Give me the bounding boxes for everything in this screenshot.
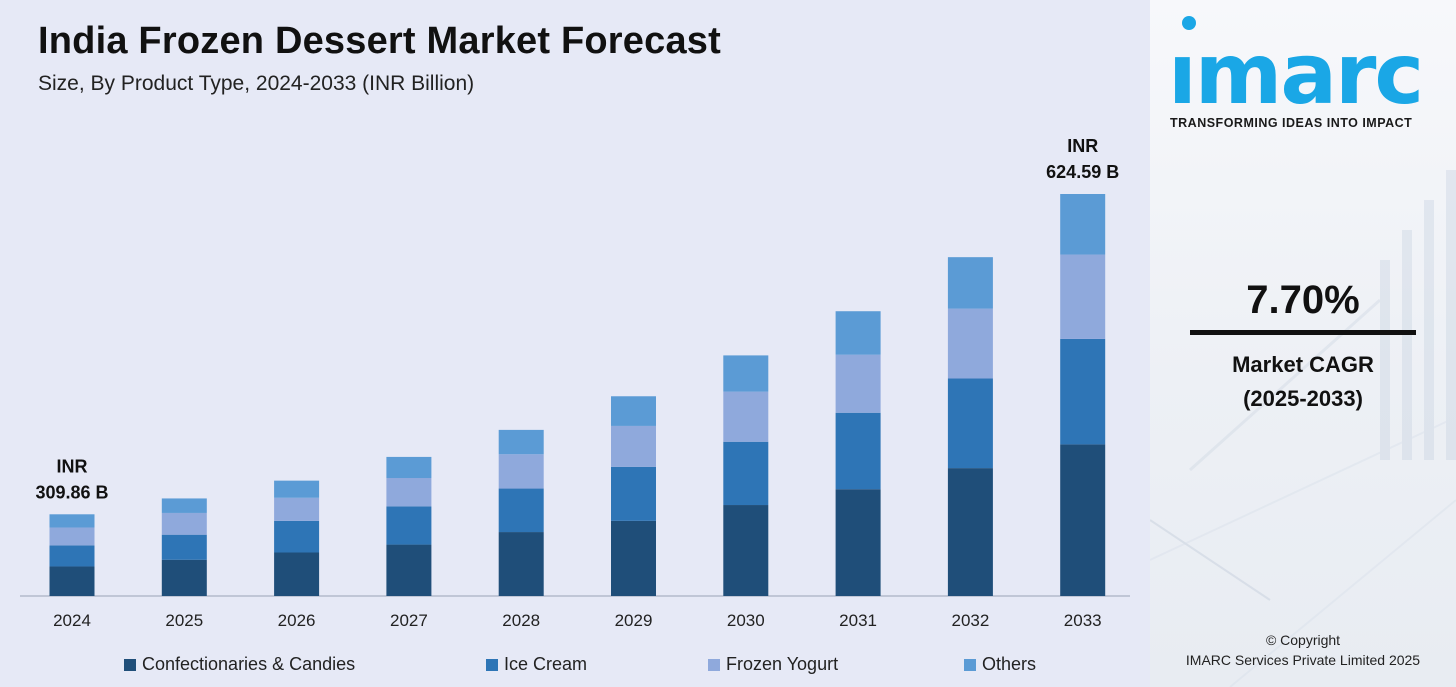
bar-segment-2026-2: [274, 497, 320, 521]
background-decoration: [1150, 170, 1456, 687]
x-tick-label: 2032: [951, 611, 989, 630]
total-annotation-line1: INR: [57, 456, 88, 476]
bar-segment-2024-3: [49, 514, 95, 528]
bar-segment-2032-1: [947, 378, 993, 469]
legend-swatch: [486, 658, 498, 671]
bar-segment-2024-1: [49, 545, 95, 567]
side-panel: ımarc TRANSFORMING IDEAS INTO IMPACT 7.7…: [1150, 0, 1456, 687]
total-annotation-line1: INR: [1067, 136, 1098, 156]
x-tick-label: 2028: [502, 611, 540, 630]
legend-item-frozen-yogurt: Frozen Yogurt: [708, 654, 838, 675]
chart-subtitle: Size, By Product Type, 2024-2033 (INR Bi…: [38, 72, 475, 95]
legend-swatch: [964, 658, 976, 671]
bar-segment-2031-3: [835, 311, 881, 355]
x-tick-label: 2029: [615, 611, 653, 630]
x-tick-label: 2031: [839, 611, 877, 630]
legend-label: Confectionaries & Candies: [142, 654, 356, 674]
bar-segment-2024-0: [49, 566, 95, 596]
bar-segment-2028-2: [498, 454, 544, 489]
stacked-bar-chart: 2024 2025 2026 2027 2028 2029 2030 2031 2032 2033…: [20, 136, 1130, 630]
bar-segment-2024-2: [49, 527, 95, 546]
bar-segment-2027-1: [386, 506, 432, 545]
legend-label: Ice Cream: [504, 654, 588, 674]
legend-item-confectionaries: Confectionaries & Candies: [124, 654, 355, 675]
bar-segment-2030-0: [723, 505, 769, 596]
cagr-label: Market CAGR: [1232, 352, 1374, 377]
legend-swatch: [708, 658, 720, 671]
logo-tagline: TRANSFORMING IDEAS INTO IMPACT: [1170, 116, 1413, 130]
x-tick-label: 2025: [165, 611, 203, 630]
total-annotation-line2: 624.59 B: [1046, 162, 1119, 182]
legend-label: Frozen Yogurt: [726, 654, 839, 674]
bar-segment-2029-3: [611, 396, 656, 426]
bar-segment-2033-2: [1060, 254, 1106, 339]
bar-segment-2025-3: [161, 498, 207, 513]
bar-segment-2031-2: [835, 354, 881, 413]
chart-panel: 2024 2025 2026 2027 2028 2029 2030 2031 2032 2033…: [0, 0, 1150, 687]
bar-segment-2025-0: [161, 559, 207, 596]
bar-segment-2026-1: [274, 520, 320, 553]
total-annotation-line2: 309.86 B: [35, 482, 108, 502]
bar-segment-2033-3: [1060, 194, 1106, 255]
logo-dot: [1182, 16, 1196, 30]
bar-segment-2032-0: [947, 468, 993, 596]
bar-segment-2030-1: [723, 441, 769, 506]
bar-segment-2028-1: [498, 488, 544, 533]
bar-segment-2025-1: [161, 534, 207, 560]
imarc-logo: ımarc: [1168, 14, 1448, 134]
legend-item-ice-cream: Ice Cream: [486, 654, 587, 675]
legend-label: Others: [982, 654, 1037, 674]
bar-segment-2031-1: [835, 412, 881, 490]
bar-segment-2030-3: [723, 355, 769, 392]
bar-segment-2028-0: [498, 532, 544, 596]
x-tick-label: 2033: [1064, 611, 1102, 630]
copyright-line-1: © Copyright: [1265, 632, 1341, 648]
legend-swatch: [124, 658, 136, 671]
bar-segment-2032-3: [947, 257, 993, 309]
chart-legend: Confectionaries & Candies Ice Cream Froz…: [0, 654, 1150, 680]
bar-segment-2027-0: [386, 544, 432, 596]
x-tick-label: 2024: [53, 611, 91, 630]
bar-segment-2029-1: [611, 466, 656, 521]
x-tick-label: 2026: [278, 611, 316, 630]
chart-title: India Frozen Dessert Market Forecast: [38, 20, 721, 62]
bar-segment-2026-0: [274, 552, 320, 596]
bar-segment-2029-2: [611, 425, 656, 467]
cagr-divider: [1190, 330, 1416, 335]
cagr-value: 7.70%: [1246, 278, 1360, 322]
bar-segment-2025-2: [161, 512, 207, 535]
bar-segment-2033-1: [1060, 338, 1106, 445]
copyright-notice: © Copyright IMARC Services Private Limit…: [1150, 630, 1456, 670]
x-tick-label: 2030: [727, 611, 765, 630]
bar-segment-2031-0: [835, 489, 881, 596]
bar-segment-2028-3: [498, 429, 544, 455]
cagr-period: (2025-2033): [1243, 386, 1363, 411]
bar-segment-2029-0: [611, 520, 656, 596]
bar-segment-2027-2: [386, 478, 432, 507]
bar-segment-2032-2: [947, 308, 993, 379]
legend-item-others: Others: [964, 654, 1036, 675]
x-tick-label: 2027: [390, 611, 428, 630]
bar-segment-2030-2: [723, 391, 769, 442]
bar-segment-2033-0: [1060, 444, 1106, 596]
copyright-line-2: IMARC Services Private Limited 2025: [1185, 652, 1421, 668]
bar-segment-2026-3: [274, 480, 320, 498]
logo-wordmark: ımarc: [1168, 25, 1424, 123]
bar-segment-2027-3: [386, 456, 432, 479]
